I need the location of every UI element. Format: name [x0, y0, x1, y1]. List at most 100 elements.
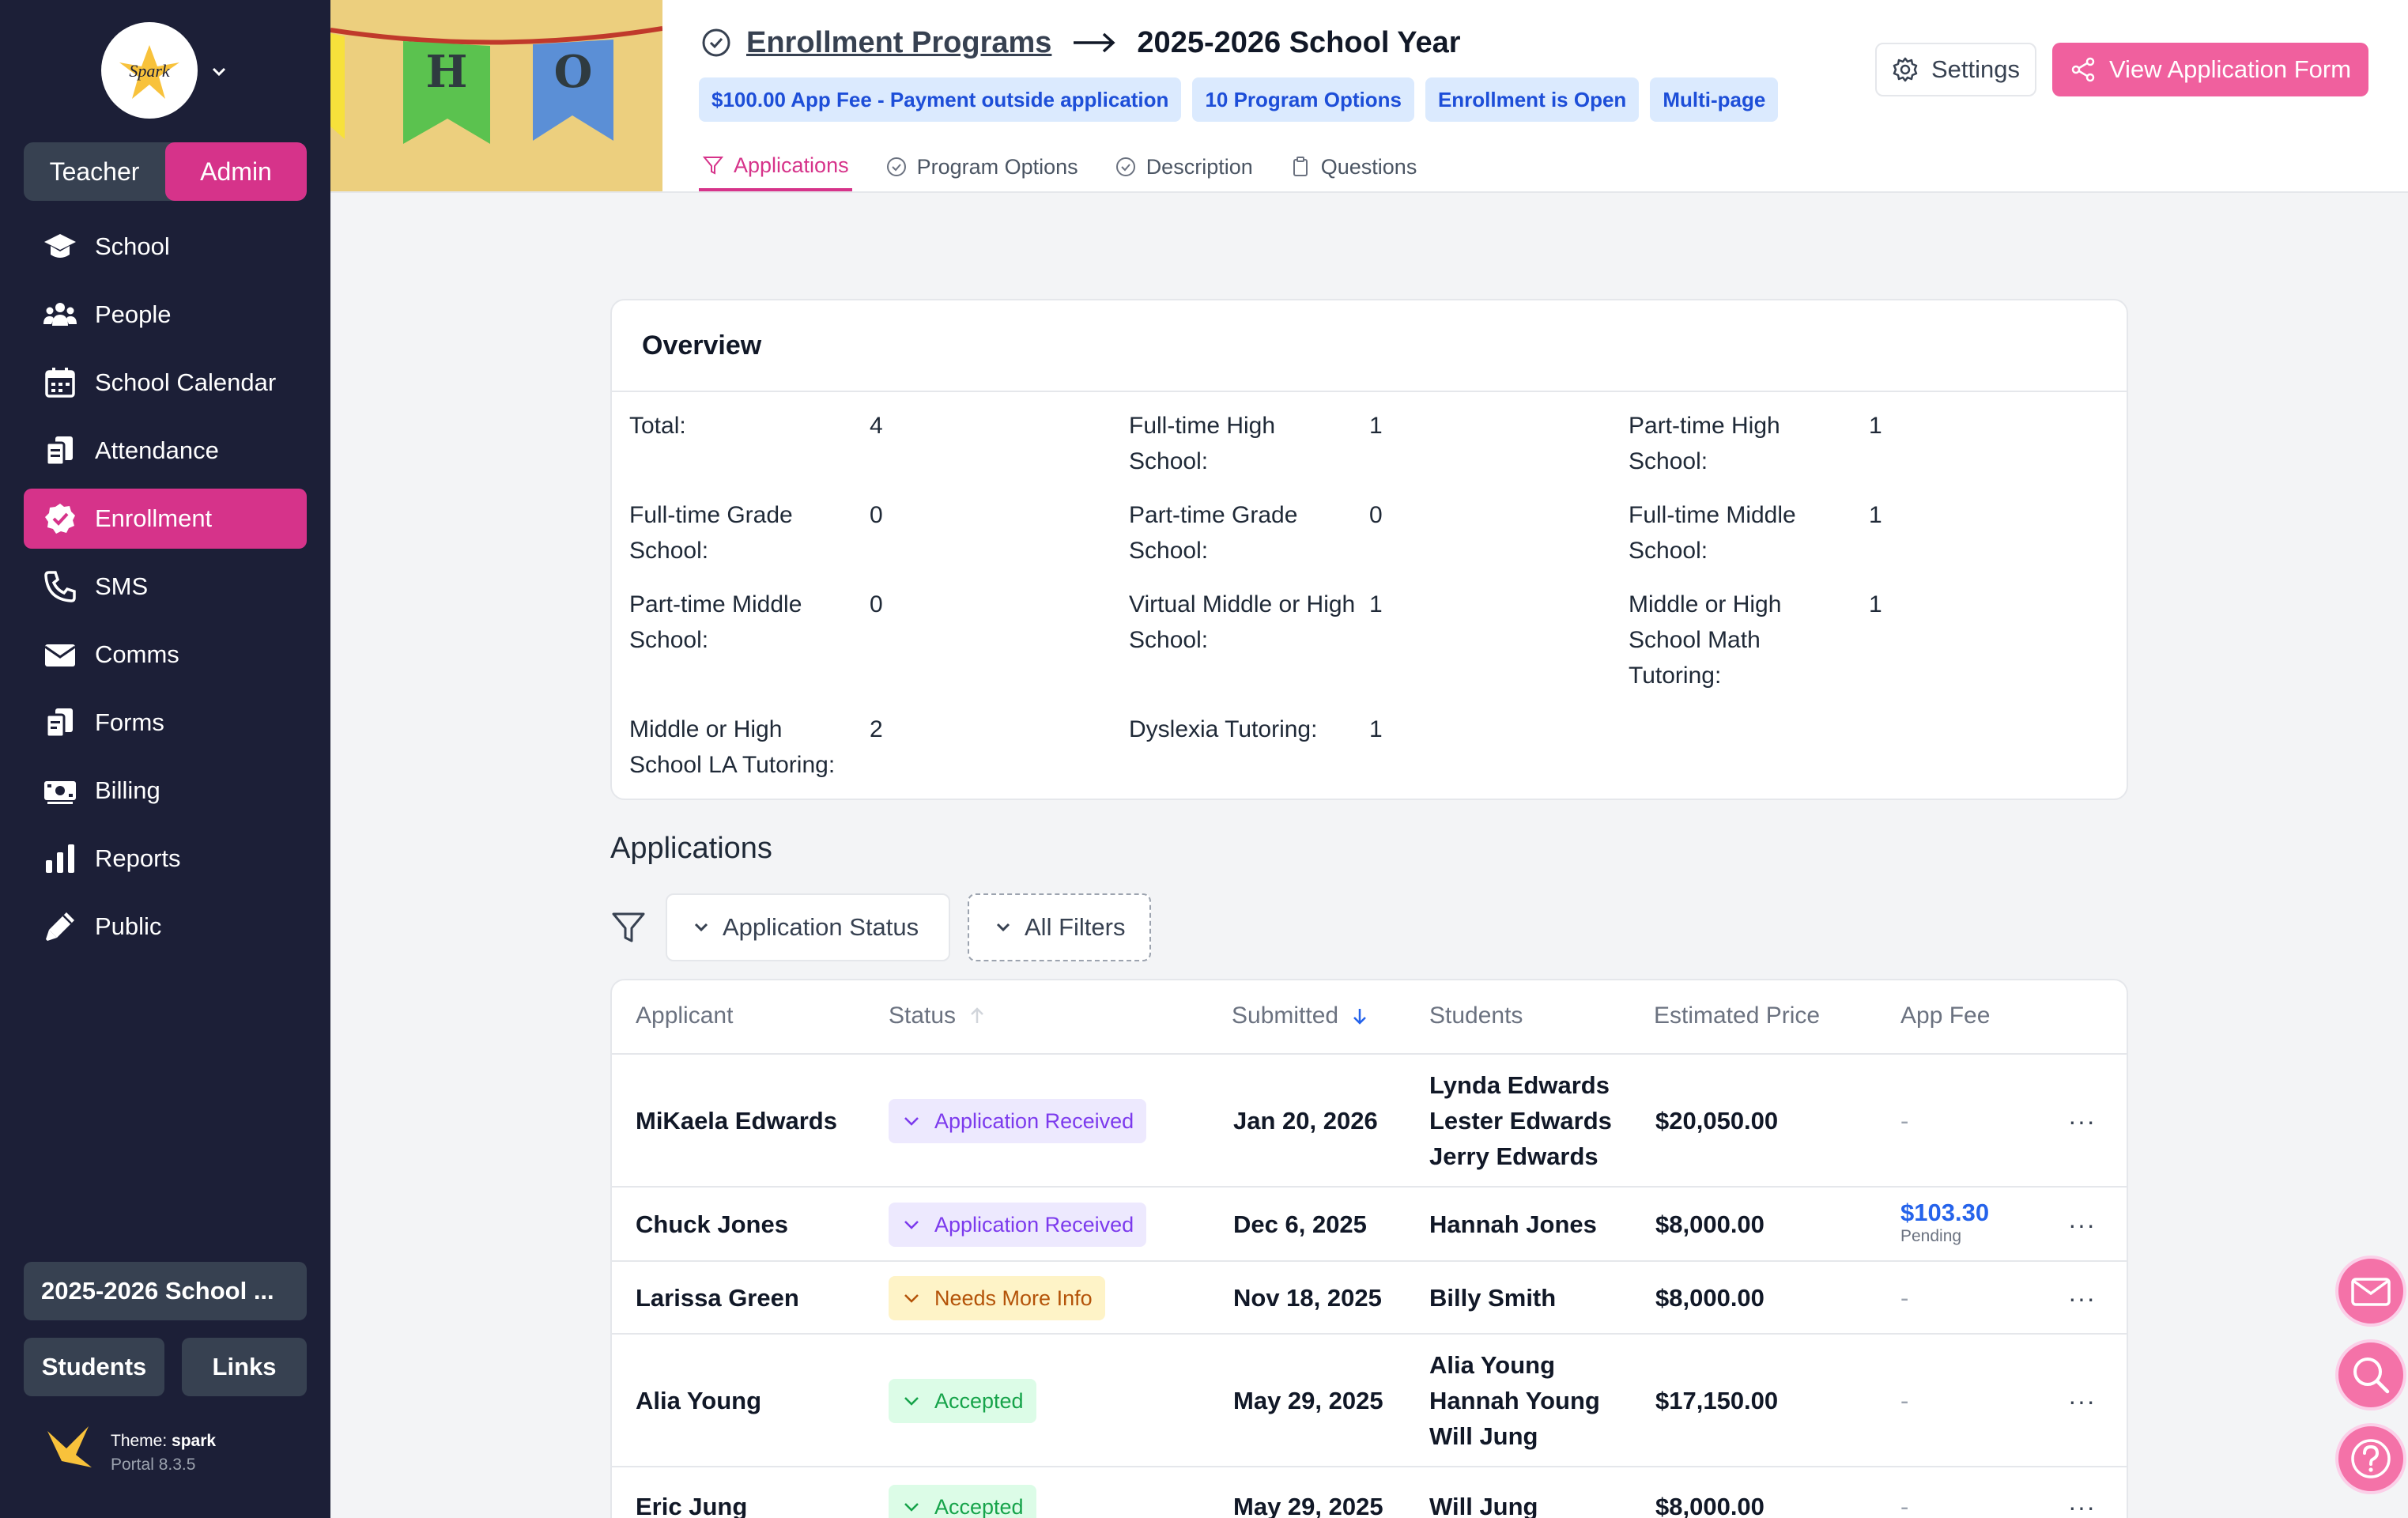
app-fee-amount[interactable]: $103.30 — [1900, 1199, 1990, 1226]
students-list: Lynda Edwards Lester Edwards Jerry Edwar… — [1429, 1067, 1612, 1174]
status-badge[interactable]: Application Received — [889, 1203, 1147, 1247]
multi-page-badge: Multi-page — [1650, 77, 1779, 122]
money-icon — [44, 781, 76, 804]
status-badge[interactable]: Needs More Info — [889, 1276, 1105, 1320]
table-row[interactable]: Larissa Green Needs More Info Nov 18, 20… — [612, 1262, 2127, 1335]
stat-label: Part-time High School: — [1629, 413, 1780, 474]
student-name: Will Jung — [1429, 1493, 1538, 1518]
students-button[interactable]: Students — [24, 1338, 164, 1396]
status-badge[interactable]: Application Received — [889, 1099, 1147, 1143]
tab-applications[interactable]: Applications — [699, 142, 852, 191]
program-header: H O Enrollment Programs 2025-2026 School… — [330, 0, 2408, 193]
banner-letter: H — [426, 46, 468, 98]
row-actions-menu[interactable]: ··· — [2068, 1386, 2096, 1415]
tab-label: Questions — [1320, 154, 1417, 179]
help-fab[interactable] — [2335, 1423, 2406, 1494]
sidebar-item-attendance[interactable]: Attendance — [24, 421, 307, 481]
sidebar-item-label: People — [95, 300, 172, 328]
overview-title: Overview — [612, 300, 2127, 392]
tab-questions[interactable]: Questions — [1286, 142, 1421, 191]
phone-icon — [44, 571, 76, 602]
status-badge[interactable]: Accepted — [889, 1485, 1036, 1518]
stat-value: 1 — [1869, 591, 1882, 617]
sidebar-nav: School People School Calendar Attendance… — [24, 217, 307, 965]
table-row[interactable]: Chuck Jones Application Received Dec 6, … — [612, 1188, 2127, 1262]
app-fee: - — [1900, 1107, 1909, 1135]
overview-card: Overview Total: 4 Full-time High School:… — [610, 299, 2128, 800]
sidebar-item-billing[interactable]: Billing — [24, 761, 307, 821]
row-actions-menu[interactable]: ··· — [2068, 1492, 2096, 1518]
chevron-down-icon — [904, 1294, 919, 1303]
links-button[interactable]: Links — [182, 1338, 307, 1396]
tab-description[interactable]: Description — [1112, 142, 1256, 191]
applicant-name[interactable]: MiKaela Edwards — [636, 1107, 837, 1135]
table-row[interactable]: Alia Young Accepted May 29, 2025 Alia Yo… — [612, 1335, 2127, 1467]
tab-label: Description — [1145, 154, 1253, 179]
sidebar-item-sms[interactable]: SMS — [24, 557, 307, 617]
theme-label: Theme: — [111, 1432, 168, 1450]
applicant-name[interactable]: Chuck Jones — [636, 1210, 788, 1238]
stat-value: 0 — [870, 502, 883, 528]
applications-table: Applicant Status Submitted Students Esti… — [610, 979, 2128, 1518]
applicant-name[interactable]: Alia Young — [636, 1387, 762, 1414]
theme-info: Theme: spark Portal 8.3.5 — [44, 1423, 313, 1478]
theme-name: spark — [172, 1432, 217, 1450]
message-fab[interactable] — [2335, 1256, 2406, 1327]
admin-role-button[interactable]: Admin — [165, 142, 307, 201]
settings-label: Settings — [1931, 55, 2020, 83]
spark-logo-icon: Spark — [119, 45, 179, 99]
school-logo[interactable]: Spark — [101, 22, 198, 119]
application-status-filter[interactable]: Application Status — [666, 893, 950, 961]
tab-program-options[interactable]: Program Options — [882, 142, 1081, 191]
check-circle-icon — [702, 28, 730, 57]
sidebar-item-school-calendar[interactable]: School Calendar — [24, 353, 307, 413]
app-fee-status: Pending — [1900, 1227, 1962, 1245]
column-header-applicant[interactable]: Applicant — [636, 1003, 734, 1029]
status-badge[interactable]: Accepted — [889, 1379, 1036, 1423]
chevron-down-icon[interactable] — [207, 60, 231, 84]
applicant-name[interactable]: Larissa Green — [636, 1284, 799, 1312]
submitted-date: Jan 20, 2026 — [1233, 1107, 1378, 1135]
sidebar-item-people[interactable]: People — [24, 285, 307, 345]
table-row[interactable]: MiKaela Edwards Application Received Jan… — [612, 1055, 2127, 1188]
column-header-status[interactable]: Status — [889, 1003, 987, 1029]
settings-button[interactable]: Settings — [1875, 43, 2036, 96]
view-application-form-button[interactable]: View Application Form — [2052, 43, 2368, 96]
column-header-app-fee[interactable]: App Fee — [1900, 1003, 1991, 1029]
column-header-submitted[interactable]: Submitted — [1232, 1003, 1370, 1029]
applications-title: Applications — [610, 832, 772, 865]
chevron-down-icon — [904, 1503, 919, 1512]
sidebar-item-reports[interactable]: Reports — [24, 829, 307, 889]
row-actions-menu[interactable]: ··· — [2068, 1283, 2096, 1312]
sidebar-item-public[interactable]: Public — [24, 897, 307, 957]
stat-label: Full-time Grade School: — [629, 502, 793, 564]
stat-label: Total: — [629, 413, 686, 439]
stat-label: Full-time High School: — [1129, 413, 1276, 474]
pen-icon — [46, 912, 74, 941]
stat-value: 1 — [1869, 413, 1882, 439]
row-actions-menu[interactable]: ··· — [2068, 1210, 2096, 1239]
sidebar-item-enrollment[interactable]: Enrollment — [24, 489, 307, 549]
app-fee: - — [1900, 1493, 1909, 1518]
filter-icon[interactable] — [610, 909, 647, 946]
people-icon — [43, 303, 77, 326]
enrollment-programs-link[interactable]: Enrollment Programs — [746, 25, 1052, 59]
row-actions-menu[interactable]: ··· — [2068, 1106, 2096, 1135]
chevron-down-icon — [996, 923, 1010, 932]
school-year-button[interactable]: 2025-2026 School ... — [24, 1262, 307, 1320]
table-row[interactable]: Eric Jung Accepted May 29, 2025 Will Jun… — [612, 1467, 2127, 1518]
sidebar-item-school[interactable]: School — [24, 217, 307, 277]
all-filters-button[interactable]: All Filters — [968, 893, 1151, 961]
applicant-name[interactable]: Eric Jung — [636, 1493, 748, 1518]
sidebar-item-label: Reports — [95, 844, 181, 872]
column-header-students[interactable]: Students — [1429, 1003, 1523, 1029]
search-fab[interactable] — [2335, 1339, 2406, 1410]
tab-label: Applications — [734, 153, 849, 177]
sort-up-icon — [971, 1007, 983, 1023]
sidebar-item-comms[interactable]: Comms — [24, 625, 307, 685]
sidebar-item-forms[interactable]: Forms — [24, 693, 307, 753]
column-header-estimated-price[interactable]: Estimated Price — [1654, 1003, 1821, 1029]
sidebar-item-label: Forms — [95, 708, 164, 736]
app-fee[interactable]: $103.30 Pending — [1900, 1199, 1989, 1246]
teacher-role-button[interactable]: Teacher — [49, 157, 140, 186]
